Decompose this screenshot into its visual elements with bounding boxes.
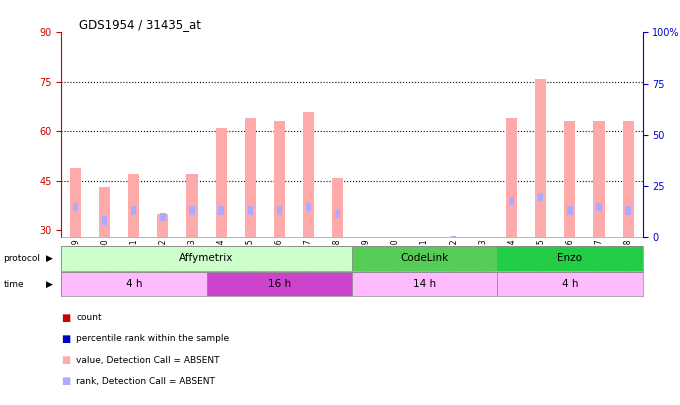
Bar [390, 237, 401, 306]
Bar [73, 203, 78, 211]
Text: GDS1954 / 31435_at: GDS1954 / 31435_at [79, 18, 201, 31]
Bar [567, 207, 573, 215]
Bar [216, 128, 226, 237]
Bar [594, 122, 605, 237]
Text: value, Detection Call = ABSENT: value, Detection Call = ABSENT [76, 356, 220, 364]
Bar [303, 111, 313, 237]
Bar [507, 118, 517, 237]
Bar [451, 236, 456, 244]
Bar [539, 193, 543, 201]
Text: Affymetrix: Affymetrix [180, 254, 234, 263]
Bar [277, 207, 282, 215]
Text: 4 h: 4 h [126, 279, 142, 289]
Bar [306, 203, 311, 211]
Bar [61, 272, 207, 296]
Text: time: time [3, 280, 24, 289]
Bar [361, 237, 372, 306]
Bar [448, 237, 459, 254]
Bar [186, 174, 197, 237]
Bar [564, 122, 575, 237]
Bar [535, 79, 546, 237]
Text: CodeLink: CodeLink [401, 254, 449, 263]
Text: ■: ■ [61, 376, 71, 386]
Bar [393, 289, 398, 297]
Text: ■: ■ [61, 334, 71, 344]
Text: ■: ■ [61, 355, 71, 365]
Text: rank, Detection Call = ABSENT: rank, Detection Call = ABSENT [76, 377, 215, 386]
Text: count: count [76, 313, 102, 322]
Text: ▶: ▶ [46, 280, 53, 289]
Bar [422, 243, 427, 251]
Bar [102, 216, 107, 224]
Text: protocol: protocol [3, 254, 40, 263]
Bar [160, 213, 165, 221]
Bar [248, 207, 253, 215]
Bar [158, 214, 169, 237]
Bar [70, 168, 81, 237]
Bar [626, 207, 630, 215]
Bar [61, 246, 352, 271]
Text: percentile rank within the sample: percentile rank within the sample [76, 335, 229, 343]
Bar [497, 272, 643, 296]
Bar [352, 246, 497, 271]
Bar [274, 122, 285, 237]
Text: Enzo: Enzo [558, 254, 583, 263]
Text: 14 h: 14 h [413, 279, 436, 289]
Bar [509, 196, 514, 205]
Text: 16 h: 16 h [268, 279, 291, 289]
Text: ■: ■ [61, 313, 71, 323]
Bar [419, 237, 430, 257]
Bar [335, 210, 340, 218]
Bar [497, 246, 643, 271]
Bar [480, 256, 486, 264]
Bar [352, 272, 497, 296]
Text: 4 h: 4 h [562, 279, 578, 289]
Bar [477, 237, 488, 273]
Bar [131, 207, 137, 215]
Bar [207, 272, 352, 296]
Text: ▶: ▶ [46, 254, 53, 263]
Bar [245, 118, 256, 237]
Bar [218, 207, 224, 215]
Bar [99, 188, 110, 237]
Bar [623, 122, 634, 237]
Bar [596, 203, 602, 211]
Bar [190, 207, 194, 215]
Bar [332, 177, 343, 237]
Bar [364, 289, 369, 297]
Bar [129, 174, 139, 237]
